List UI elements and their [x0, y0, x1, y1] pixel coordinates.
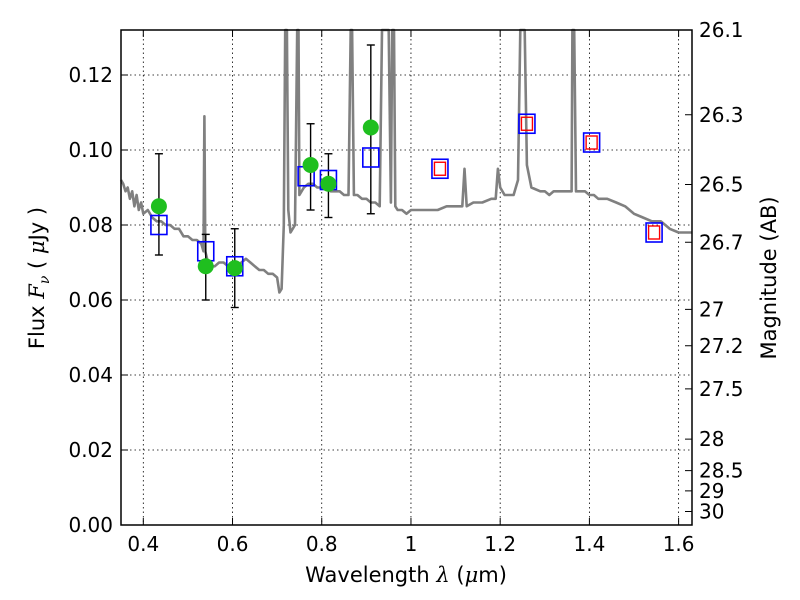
x-tick-label: 0.4: [127, 532, 159, 556]
y-tick-label: 0.12: [68, 63, 113, 87]
y2-tick-label: 26.3: [699, 103, 744, 127]
x-tick-label: 1.6: [663, 532, 695, 556]
y2-tick-label: 27.2: [699, 334, 744, 358]
upper-limit-square: [585, 135, 598, 150]
upper-limit-square: [647, 225, 661, 240]
y2-tick-label: 27: [699, 297, 724, 321]
x-tick-label: 1: [405, 532, 418, 556]
y2-tick-label: 26.7: [699, 230, 744, 254]
observed-point: [320, 175, 337, 192]
y2-tick-label: 29: [699, 479, 724, 503]
model-photometry-square: [582, 132, 601, 153]
y-tick-label: 0.02: [68, 438, 113, 462]
observed-point: [150, 198, 167, 215]
spectrum-layer: [119, 28, 692, 294]
tick-layer: 0.4 0.6 0.8 1 1.2 1.4 1.6 0.00 0.02 0.04 0.06 0.08 0…: [68, 18, 743, 556]
y-tick-label: 0.06: [68, 288, 113, 312]
x-tick-label: 0.6: [217, 532, 249, 556]
y-tick-label: 0.10: [68, 138, 113, 162]
y2-tick-label: 30: [699, 500, 724, 524]
y-tick-label: 0.04: [68, 363, 113, 387]
y-axis-label: Flux Fν ( μJy ): [25, 207, 53, 349]
model-photometry-square: [431, 158, 449, 180]
y-tick-label: 0.08: [68, 213, 113, 237]
grid: [121, 30, 692, 526]
y2-axis-label: Magnitude (AB): [757, 196, 781, 359]
observed-point: [226, 260, 243, 277]
upper-limit-square: [433, 161, 447, 176]
y2-tick-label: 28.5: [699, 459, 744, 483]
observed-point: [362, 119, 379, 136]
spectrum-line: [119, 28, 692, 294]
y2-tick-label: 27.5: [699, 377, 744, 401]
y2-tick-label: 26.5: [699, 173, 744, 197]
marker-layer: [150, 113, 663, 277]
model-photometry-square: [518, 113, 536, 135]
x-tick-label: 1.4: [573, 532, 605, 556]
y-tick-label: 0.00: [68, 513, 113, 537]
upper-limit-square: [520, 116, 534, 131]
x-tick-label: 0.8: [306, 532, 338, 556]
errorbar-layer: [154, 44, 375, 309]
observed-point: [302, 157, 319, 173]
plot-frame: [120, 29, 693, 526]
y2-tick-label: 26.1: [699, 18, 744, 42]
y2-tick-label: 28: [699, 427, 724, 451]
model-photometry-square: [645, 222, 663, 243]
x-axis-label: Wavelength λ (μm): [305, 563, 507, 587]
model-photometry-square: [362, 147, 380, 168]
observed-point: [197, 258, 214, 275]
model-photometry-square: [150, 214, 168, 236]
x-tick-label: 1.2: [484, 532, 516, 556]
